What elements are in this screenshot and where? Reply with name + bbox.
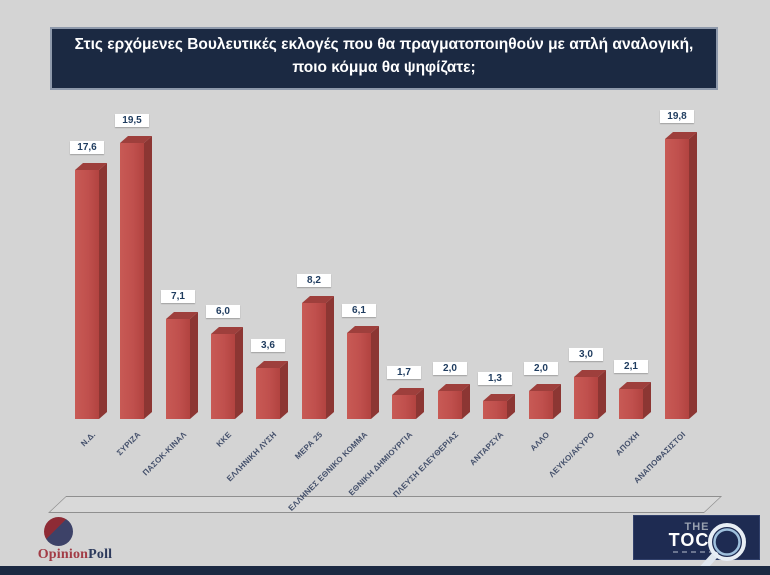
bar [529, 391, 553, 419]
bottom-bar [0, 566, 770, 575]
bar-value-label: 17,6 [70, 141, 104, 154]
bar-value-label: 3,0 [569, 348, 603, 361]
bar [574, 377, 598, 419]
bar-side-face [144, 135, 152, 419]
bar [211, 334, 235, 419]
thetoc-word-the: THE [684, 521, 710, 533]
magnifier-icon [693, 523, 746, 575]
bar [302, 303, 326, 419]
thetoc-word-toc: TOC [668, 530, 710, 550]
bar-value-label: 2,0 [524, 362, 558, 375]
opinionpoll-circle-icon [44, 517, 73, 546]
bar-side-face [280, 360, 288, 419]
bar-side-face [99, 162, 107, 419]
bar-side-face [326, 295, 334, 419]
bar-side-face [371, 325, 379, 419]
chart-title-line2: ποιο κόμμα θα ψηφίζατε; [292, 59, 476, 76]
opinionpoll-word-poll: Poll [88, 547, 113, 562]
bar-value-label: 2,1 [614, 360, 648, 373]
bar [166, 319, 190, 419]
chart-title-line1: Στις ερχόμενες Βουλευτικές εκλογές που θ… [74, 36, 694, 53]
bar [483, 401, 507, 419]
bar-value-label: 7,1 [161, 290, 195, 303]
bar-value-label: 6,0 [206, 305, 240, 318]
chart-title: Στις ερχόμενες Βουλευτικές εκλογές που θ… [50, 27, 718, 90]
bar-value-label: 3,6 [251, 339, 285, 352]
opinionpoll-wordmark: OpinionPoll [12, 547, 138, 563]
bar-value-label: 2,0 [433, 362, 467, 375]
bar-side-face [598, 369, 606, 419]
bar [75, 170, 99, 419]
bar-side-face [689, 131, 697, 419]
bar-value-label: 8,2 [297, 274, 331, 287]
bar-value-label: 6,1 [342, 304, 376, 317]
bar-value-label: 1,7 [387, 366, 421, 379]
bar-side-face [190, 311, 198, 419]
opinionpoll-word-opinion: Opinion [37, 547, 89, 562]
bar-value-label: 19,5 [115, 114, 149, 127]
bar-side-face [235, 326, 243, 419]
bar [619, 389, 643, 419]
bar-chart: 17,6 Ν.Δ. 19,5 ΣΥΡΙΖΑ 7,1 ΠΑΣΟΚ-ΚΙΝΑΛ 6,0 ΚΚΕ 3,… [0, 90, 770, 513]
bar [347, 333, 371, 419]
thetoc-tagline-marks [673, 551, 717, 553]
bar [120, 143, 144, 419]
bar [665, 139, 689, 419]
thetoc-logo: THE TOC [633, 515, 760, 575]
bar [256, 368, 280, 419]
bar [438, 391, 462, 419]
bar [392, 395, 416, 419]
bar-value-label: 19,8 [660, 110, 694, 123]
bar-value-label: 1,3 [478, 372, 512, 385]
opinionpoll-logo: OpinionPoll [10, 515, 140, 565]
